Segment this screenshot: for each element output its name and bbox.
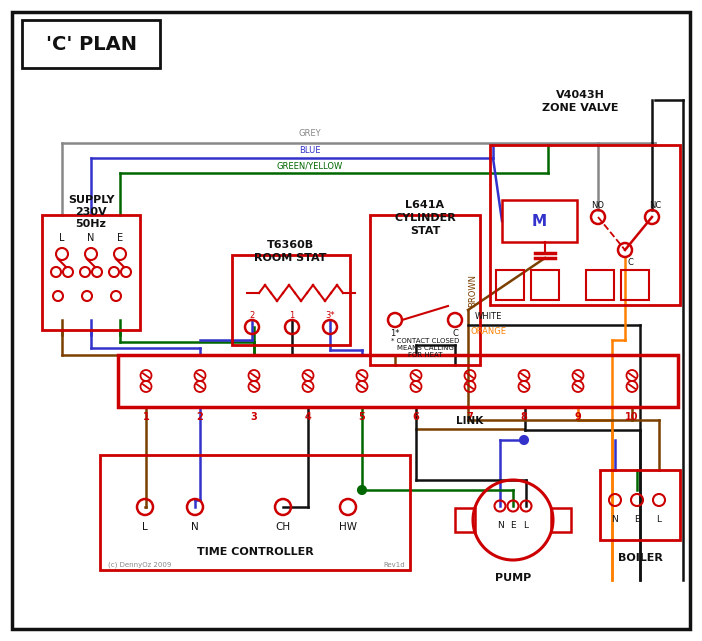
Bar	[531, 270, 559, 300]
Bar	[600, 470, 680, 540]
Text: M: M	[531, 213, 547, 228]
Text: C: C	[452, 328, 458, 338]
Text: 9: 9	[575, 412, 581, 422]
Text: C: C	[627, 258, 633, 267]
Bar	[370, 215, 480, 365]
Text: STAT: STAT	[410, 226, 440, 236]
Text: BLUE: BLUE	[299, 146, 321, 155]
Text: 1: 1	[289, 310, 295, 319]
Bar	[490, 145, 680, 305]
Circle shape	[358, 486, 366, 494]
Text: CH: CH	[275, 522, 291, 532]
Text: ROOM STAT: ROOM STAT	[253, 253, 326, 263]
Text: 5: 5	[359, 412, 365, 422]
Bar	[100, 455, 410, 570]
Text: PUMP: PUMP	[495, 573, 531, 583]
Text: 2: 2	[197, 412, 204, 422]
Text: N: N	[611, 515, 618, 524]
Text: Rev1d: Rev1d	[383, 562, 405, 568]
Text: (c) DennyOz 2009: (c) DennyOz 2009	[108, 562, 171, 569]
Text: 10: 10	[625, 412, 639, 422]
Text: 4: 4	[305, 412, 312, 422]
Text: SUPPLY: SUPPLY	[68, 195, 114, 205]
Text: BROWN: BROWN	[468, 274, 477, 306]
Text: NO: NO	[592, 201, 604, 210]
Text: L: L	[656, 515, 661, 524]
Bar	[586, 270, 614, 300]
Bar	[455, 508, 475, 532]
Bar	[621, 270, 649, 300]
Text: 8: 8	[521, 412, 527, 422]
Bar	[118, 355, 678, 407]
Text: E: E	[117, 233, 123, 243]
Text: ORANGE: ORANGE	[470, 327, 506, 336]
Text: WHITE: WHITE	[475, 312, 502, 321]
Text: N: N	[87, 233, 95, 243]
Text: N: N	[191, 522, 199, 532]
Text: 50Hz: 50Hz	[76, 219, 107, 229]
Bar	[232, 255, 350, 345]
Text: 'C' PLAN: 'C' PLAN	[46, 35, 136, 53]
Text: 7: 7	[467, 412, 473, 422]
Text: ZONE VALVE: ZONE VALVE	[542, 103, 618, 113]
Text: TIME CONTROLLER: TIME CONTROLLER	[197, 547, 313, 557]
Text: V4043H: V4043H	[555, 90, 604, 100]
Text: NC: NC	[649, 201, 661, 210]
Text: CYLINDER: CYLINDER	[394, 213, 456, 223]
Bar	[22, 20, 160, 68]
Text: L641A: L641A	[406, 200, 444, 210]
Text: L: L	[524, 520, 529, 529]
Text: 1*: 1*	[390, 328, 399, 338]
Text: E: E	[634, 515, 640, 524]
Text: L: L	[142, 522, 148, 532]
Text: 2: 2	[249, 310, 255, 319]
Text: 6: 6	[413, 412, 419, 422]
Text: 3*: 3*	[325, 310, 335, 319]
Text: 3: 3	[251, 412, 258, 422]
Text: LINK: LINK	[456, 416, 484, 426]
Text: 1: 1	[143, 412, 150, 422]
Bar	[42, 215, 140, 330]
Text: N: N	[496, 520, 503, 529]
Text: E: E	[510, 520, 516, 529]
Text: GREEN/YELLOW: GREEN/YELLOW	[277, 161, 343, 170]
Text: BOILER: BOILER	[618, 553, 663, 563]
Text: L: L	[59, 233, 65, 243]
Bar	[551, 508, 571, 532]
Bar	[502, 200, 577, 242]
Bar	[496, 270, 524, 300]
Circle shape	[520, 436, 528, 444]
Text: 230V: 230V	[75, 207, 107, 217]
Text: T6360B: T6360B	[267, 240, 314, 250]
Text: * CONTACT CLOSED
MEANS CALLING
FOR HEAT: * CONTACT CLOSED MEANS CALLING FOR HEAT	[391, 338, 459, 358]
Text: GREY: GREY	[298, 129, 322, 138]
Text: HW: HW	[339, 522, 357, 532]
